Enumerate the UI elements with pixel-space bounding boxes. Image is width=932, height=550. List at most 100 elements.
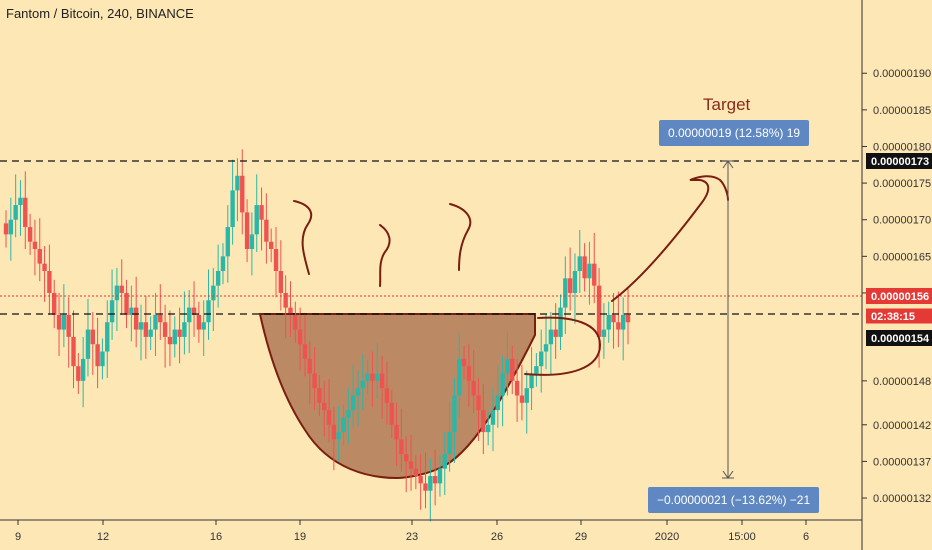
candle: [567, 247, 573, 311]
candle: [158, 284, 163, 340]
x-tick-label: 29: [575, 531, 587, 543]
candle: [461, 345, 467, 380]
candle: [534, 353, 539, 387]
x-tick-label: 2020: [655, 531, 679, 543]
steam-drawings: [293, 200, 472, 287]
candle: [514, 358, 520, 422]
candle: [297, 307, 303, 371]
measure-arrow-down: [722, 470, 734, 479]
candle: [423, 452, 428, 509]
candle: [307, 341, 312, 405]
candle: [432, 449, 438, 506]
candle: [23, 171, 28, 250]
price-label: 0.00000156: [866, 288, 932, 304]
candle: [124, 279, 129, 329]
candle: [452, 377, 457, 463]
candle: [495, 364, 501, 428]
candle: [42, 246, 47, 302]
svg-text:0.00000156: 0.00000156: [871, 291, 929, 303]
candle: [100, 338, 105, 380]
candle: [109, 269, 115, 340]
steam-squiggle-2: [379, 224, 391, 287]
candle: [485, 411, 491, 446]
candle: [278, 240, 284, 311]
candle: [273, 227, 279, 298]
candle: [268, 228, 274, 263]
x-tick-label: 23: [406, 531, 418, 543]
candle: [370, 351, 375, 408]
candle: [264, 193, 269, 264]
candle: [105, 300, 110, 378]
candle: [201, 300, 206, 356]
y-tick-label: 0.00000175: [873, 178, 931, 190]
candle: [172, 316, 177, 358]
candle: [418, 454, 423, 510]
candle: [413, 455, 419, 490]
candle: [71, 310, 76, 389]
candle: [384, 361, 390, 425]
candle: [582, 243, 587, 292]
candle: [616, 291, 621, 348]
candle: [211, 268, 216, 332]
candle: [611, 292, 616, 349]
chart-title: Fantom / Bitcoin, 240, BINANCE: [6, 6, 194, 21]
candle: [230, 159, 235, 245]
candle: [539, 329, 544, 393]
candle: [428, 458, 433, 522]
candle: [90, 312, 95, 375]
candle: [375, 342, 380, 399]
candle: [505, 332, 510, 396]
candle: [191, 281, 197, 337]
svg-text:0.00000173: 0.00000173: [871, 156, 929, 168]
steam-squiggle-3: [449, 203, 472, 271]
target-label: Target: [703, 95, 751, 114]
y-tick-label: 0.00000132: [873, 493, 931, 505]
candle: [18, 180, 23, 236]
candle: [196, 301, 202, 343]
candle: [312, 347, 317, 411]
candle: [408, 435, 414, 491]
candle: [187, 290, 192, 354]
y-tick-label: 0.00000148: [873, 376, 931, 388]
candle: [56, 292, 62, 356]
candle: [601, 303, 607, 359]
candle: [302, 313, 308, 377]
candle: [341, 404, 346, 446]
measure-up-badge: 0.00000019 (12.58%) 19: [659, 120, 810, 146]
candle: [360, 354, 366, 411]
candle: [331, 407, 337, 471]
candle: [606, 301, 611, 343]
candle: [235, 158, 240, 222]
candle: [143, 295, 149, 359]
candle: [471, 350, 476, 414]
candle: [177, 307, 182, 364]
candle: [259, 187, 264, 251]
candle: [336, 405, 341, 462]
measure-down-badge: −0.00000021 (−13.62%) −21: [648, 487, 820, 513]
candle: [447, 401, 452, 472]
candle: [625, 288, 631, 345]
candle: [206, 269, 211, 340]
y-axis-ticks: 0.00000190 0.00000185 0.00000180 0.00000175…: [862, 68, 931, 505]
candle: [466, 344, 472, 408]
candle: [543, 313, 549, 370]
y-tick-label: 0.00000165: [873, 251, 931, 263]
candle: [490, 388, 496, 452]
candle: [8, 197, 14, 261]
candle: [240, 149, 245, 235]
candle: [548, 312, 554, 375]
candle: [61, 284, 67, 348]
candle: [153, 292, 158, 356]
x-tick-label: 6: [803, 531, 809, 543]
x-tick-label: 15:00: [728, 531, 756, 543]
candle: [13, 174, 18, 238]
candle: [553, 303, 558, 359]
candle: [355, 370, 361, 427]
candle: [442, 432, 447, 496]
candle: [389, 389, 394, 438]
y-tick-label: 0.00000185: [873, 105, 931, 117]
candle: [587, 241, 592, 305]
candle: [220, 243, 226, 285]
candle: [138, 304, 144, 361]
